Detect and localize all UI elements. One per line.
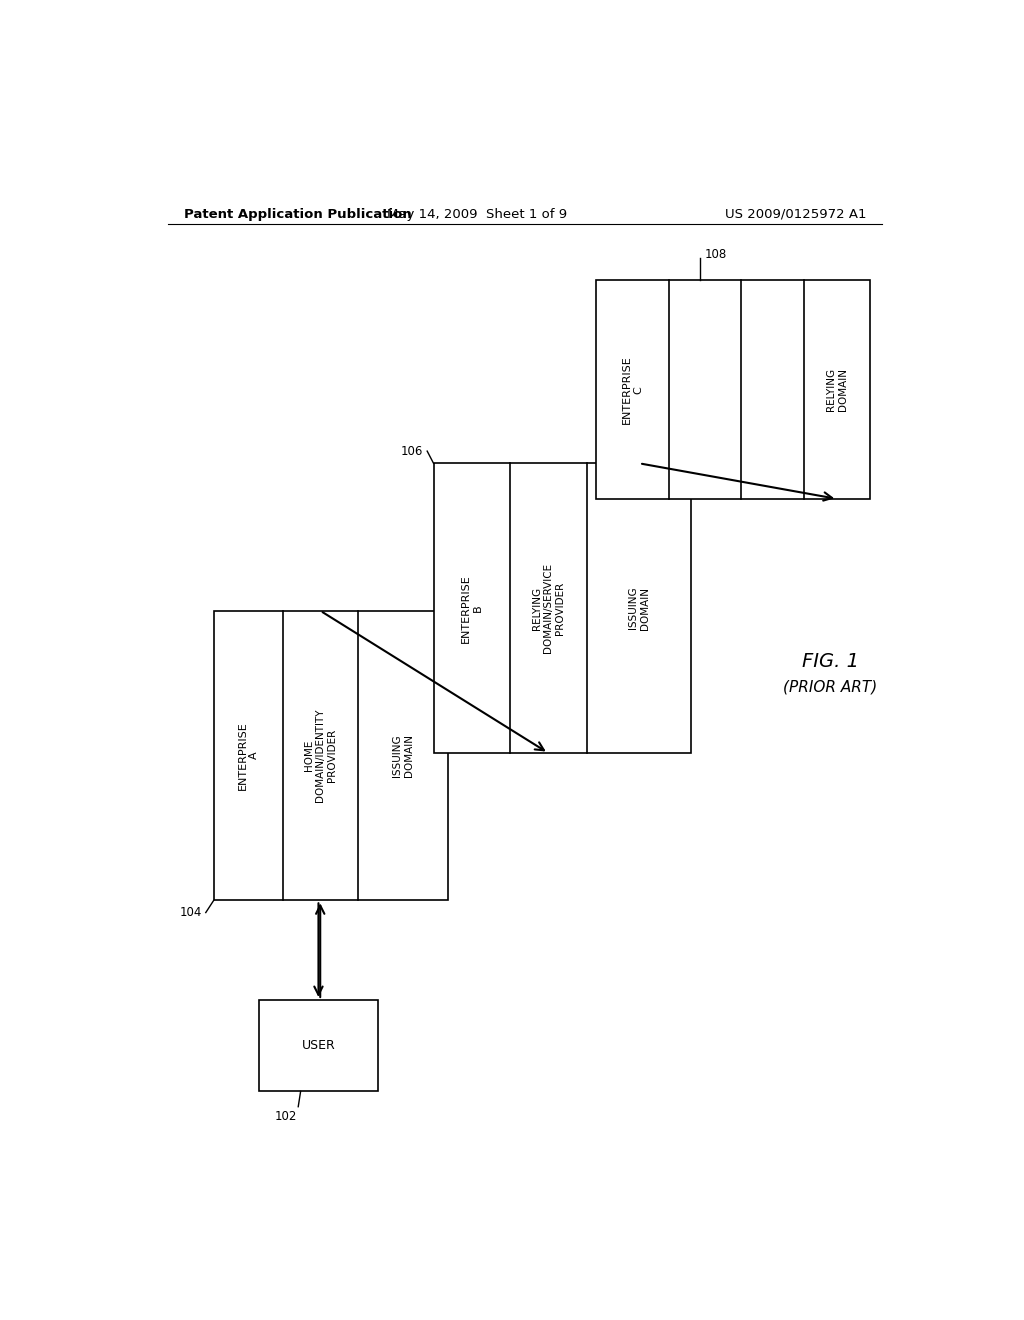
Text: ENTERPRISE
B: ENTERPRISE B	[461, 574, 482, 643]
Text: ENTERPRISE
C: ENTERPRISE C	[622, 355, 643, 424]
Bar	[596, 280, 870, 499]
Text: RELYING
DOMAIN: RELYING DOMAIN	[826, 368, 848, 412]
Text: Patent Application Publication: Patent Application Publication	[183, 207, 412, 220]
Text: 108: 108	[705, 248, 726, 261]
Text: RELYING
DOMAIN/SERVICE
PROVIDER: RELYING DOMAIN/SERVICE PROVIDER	[531, 564, 565, 653]
Text: US 2009/0125972 A1: US 2009/0125972 A1	[725, 207, 866, 220]
Text: ISSUING
DOMAIN: ISSUING DOMAIN	[629, 586, 650, 630]
Bar	[433, 463, 691, 752]
Bar	[259, 1001, 378, 1092]
Text: 104: 104	[179, 906, 202, 919]
Text: May 14, 2009  Sheet 1 of 9: May 14, 2009 Sheet 1 of 9	[387, 207, 567, 220]
Text: ISSUING
DOMAIN: ISSUING DOMAIN	[392, 734, 414, 777]
Text: (PRIOR ART): (PRIOR ART)	[783, 680, 878, 694]
Text: HOME
DOMAIN/IDENTITY
PROVIDER: HOME DOMAIN/IDENTITY PROVIDER	[304, 709, 337, 803]
Text: 106: 106	[400, 445, 423, 458]
Bar	[214, 611, 447, 900]
Text: 102: 102	[274, 1110, 297, 1123]
Text: ENTERPRISE
A: ENTERPRISE A	[238, 721, 259, 789]
Text: FIG. 1: FIG. 1	[802, 652, 859, 671]
Text: USER: USER	[302, 1039, 335, 1052]
